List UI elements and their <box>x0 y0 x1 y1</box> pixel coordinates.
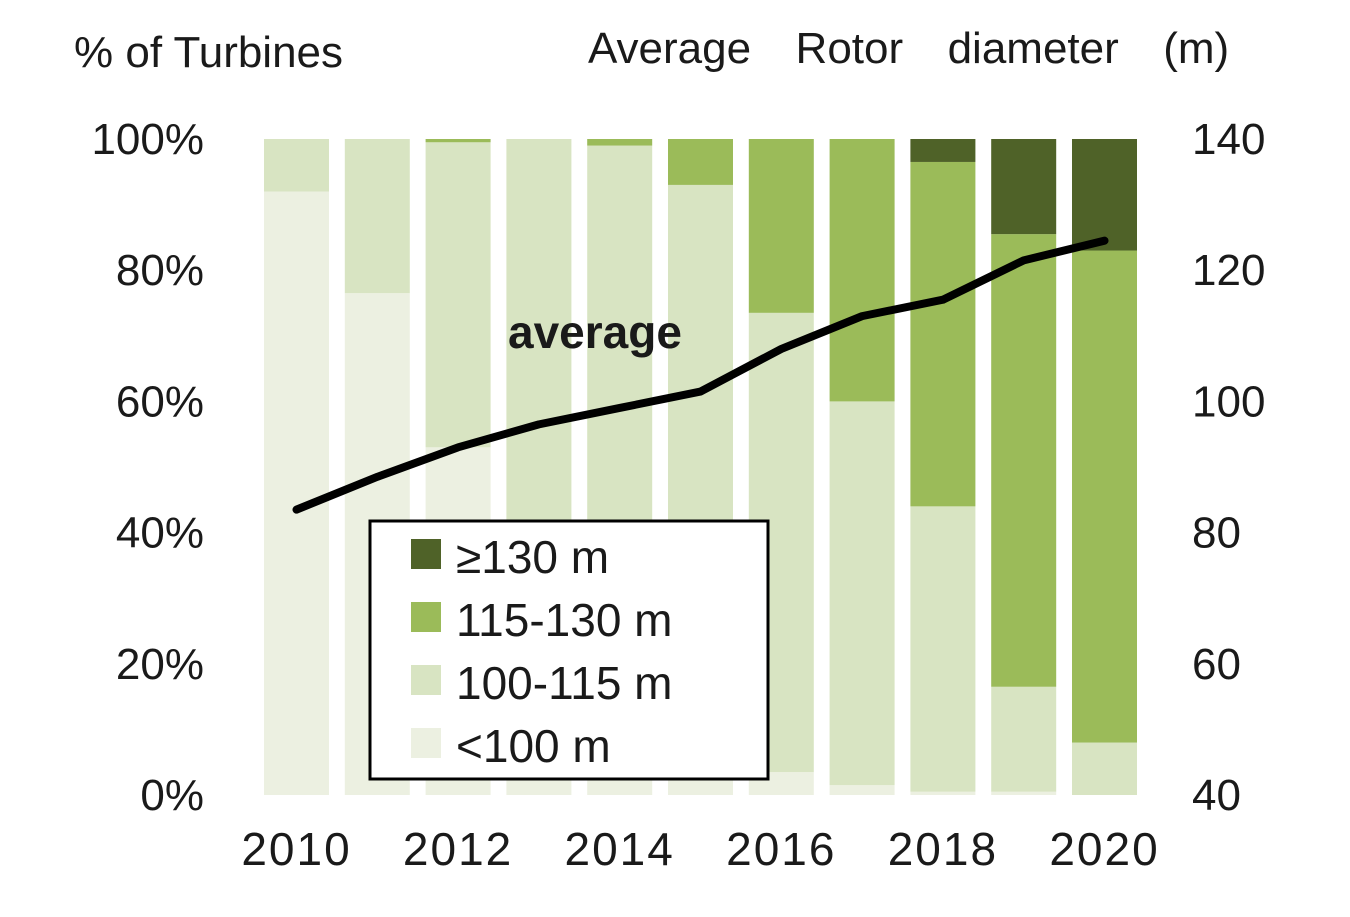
bar-segment <box>425 142 491 448</box>
bar-segment <box>668 139 733 185</box>
legend-swatch <box>411 602 441 632</box>
average-line <box>292 236 1109 514</box>
legend-label: ≥130 m <box>456 531 609 583</box>
legend-swatch <box>411 665 441 695</box>
x-axis-tick-label: 2012 <box>403 823 513 875</box>
right-axis-tick-label: 40 <box>1192 771 1241 820</box>
bar-segment <box>748 139 814 313</box>
legend-label: <100 m <box>456 720 611 772</box>
bar-segment <box>910 161 976 507</box>
legend-swatch <box>411 539 441 569</box>
bar-segment <box>829 785 895 795</box>
bar-segment <box>1072 139 1137 251</box>
bar-segment <box>425 139 491 143</box>
bar-segment <box>910 506 976 792</box>
left-axis-tick-label: 80% <box>116 246 204 295</box>
legend-swatch <box>411 728 441 758</box>
bar-segment <box>991 686 1057 792</box>
bar-segment <box>264 191 329 796</box>
bar-segment <box>991 791 1057 795</box>
bar-segment <box>910 139 976 162</box>
average-line-label: average <box>508 306 682 358</box>
bar-segment <box>829 401 895 786</box>
left-axis-title: % of Turbines <box>74 28 344 77</box>
left-axis-tick-label: 0% <box>140 771 204 820</box>
right-axis-tick-label: 120 <box>1192 246 1265 295</box>
x-axis-tick-label: 2018 <box>888 823 998 875</box>
legend-label: 115-130 m <box>456 594 673 646</box>
x-axis-tick-label: 2014 <box>565 823 675 875</box>
right-axis-tick-label: 80 <box>1192 509 1241 558</box>
left-axis-tick-label: 100% <box>91 115 204 164</box>
bar-segment <box>344 139 410 294</box>
bar-segment <box>587 139 653 146</box>
left-axis-tick-label: 20% <box>116 640 204 689</box>
bar-segment <box>829 139 895 402</box>
left-axis-tick-label: 60% <box>116 377 204 426</box>
right-axis-tick-label: 60 <box>1192 640 1241 689</box>
legend-label: 100-115 m <box>456 657 673 709</box>
bar-segment <box>1072 250 1137 743</box>
x-axis-tick-label: 2010 <box>241 823 351 875</box>
left-axis-tick-label: 40% <box>116 509 204 558</box>
bar-segment <box>1072 742 1137 795</box>
bar-segment <box>910 791 976 795</box>
right-axis-tick-label: 140 <box>1192 115 1265 164</box>
x-axis-tick-label: 2016 <box>726 823 836 875</box>
bar-segment <box>991 234 1057 687</box>
right-axis-title: Average Rotor diameter (m) <box>588 24 1230 73</box>
right-axis-tick-label: 100 <box>1192 377 1265 426</box>
bar-segment <box>264 139 329 192</box>
bar-segment <box>991 139 1057 235</box>
x-axis-tick-label: 2020 <box>1049 823 1159 875</box>
